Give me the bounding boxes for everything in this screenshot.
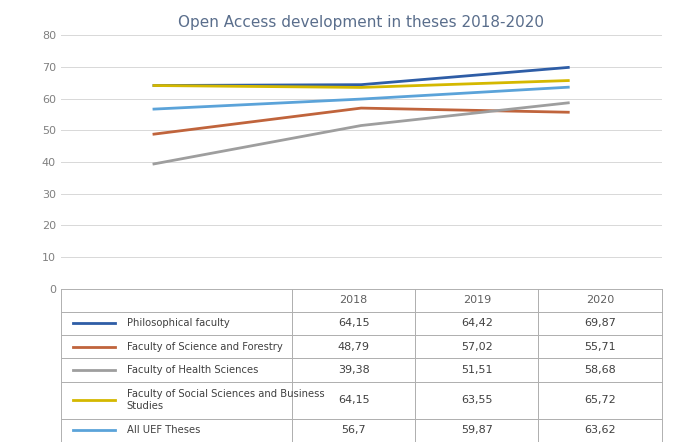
Text: Philosophical faculty: Philosophical faculty xyxy=(127,319,230,328)
Text: 2018: 2018 xyxy=(340,295,368,305)
Text: 39,38: 39,38 xyxy=(338,365,369,375)
Text: All UEF Theses: All UEF Theses xyxy=(127,425,200,435)
Text: 64,42: 64,42 xyxy=(461,319,493,328)
Text: 55,71: 55,71 xyxy=(584,342,616,352)
Text: 48,79: 48,79 xyxy=(338,342,370,352)
Text: 56,7: 56,7 xyxy=(342,425,366,435)
Text: Faculty of Health Sciences: Faculty of Health Sciences xyxy=(127,365,259,375)
Text: Faculty of Social Sciences and Business
Studies: Faculty of Social Sciences and Business … xyxy=(127,389,325,411)
Text: 51,51: 51,51 xyxy=(461,365,493,375)
Text: 64,15: 64,15 xyxy=(338,319,369,328)
Text: 2020: 2020 xyxy=(586,295,614,305)
Text: 64,15: 64,15 xyxy=(338,395,369,405)
Text: 57,02: 57,02 xyxy=(461,342,493,352)
Text: 63,62: 63,62 xyxy=(584,425,616,435)
Text: 63,55: 63,55 xyxy=(461,395,493,405)
Title: Open Access development in theses 2018-2020: Open Access development in theses 2018-2… xyxy=(178,15,544,30)
Text: 2019: 2019 xyxy=(462,295,491,305)
Text: Faculty of Science and Forestry: Faculty of Science and Forestry xyxy=(127,342,283,352)
Text: 59,87: 59,87 xyxy=(461,425,493,435)
Text: 69,87: 69,87 xyxy=(584,319,616,328)
Text: 58,68: 58,68 xyxy=(584,365,616,375)
Text: 65,72: 65,72 xyxy=(584,395,616,405)
